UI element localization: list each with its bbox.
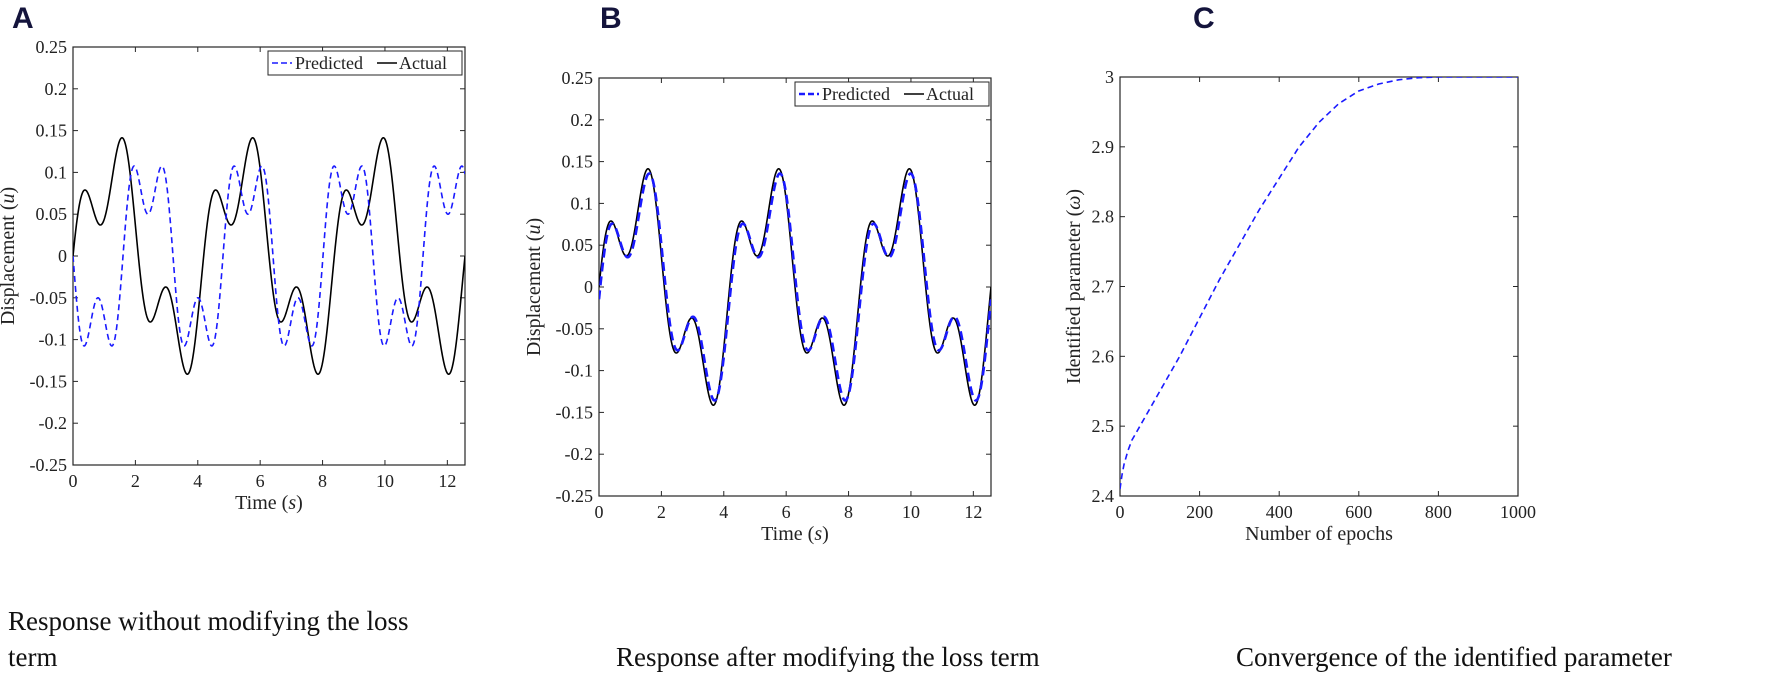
y-tick-label: 0.1 — [571, 193, 594, 213]
y-tick-label: 0.25 — [562, 68, 594, 88]
y-tick-label: -0.2 — [39, 413, 68, 433]
x-tick-label: 800 — [1425, 502, 1452, 522]
x-tick-label: 6 — [256, 471, 265, 491]
x-tick-label: 4 — [193, 471, 202, 491]
series-line-actual — [73, 137, 465, 375]
y-axis-label: Displacement (u) — [523, 218, 545, 356]
y-tick-label: -0.05 — [556, 319, 594, 339]
y-tick-label: 0.15 — [36, 121, 68, 141]
y-tick-label: 0.25 — [36, 37, 68, 57]
y-axis-label: Displacement (u) — [0, 187, 19, 325]
y-tick-label: 0.15 — [562, 152, 594, 172]
x-tick-label: 200 — [1186, 502, 1213, 522]
y-tick-label: 2.7 — [1092, 277, 1115, 297]
y-tick-label: 0.2 — [571, 110, 594, 130]
x-tick-label: 0 — [595, 502, 604, 522]
x-axis-label: Time (s) — [761, 523, 829, 545]
x-axis-label: Number of epochs — [1245, 523, 1393, 545]
y-tick-label: 2.5 — [1092, 416, 1115, 436]
x-tick-label: 10 — [376, 471, 394, 491]
caption-a-line-1: Response without modifying the loss — [8, 606, 409, 636]
y-tick-label: 0.1 — [45, 162, 68, 182]
x-tick-label: 2 — [131, 471, 140, 491]
y-tick-label: 0 — [58, 246, 67, 266]
y-tick-label: -0.2 — [565, 444, 594, 464]
plot-area — [599, 168, 991, 406]
y-tick-label: -0.05 — [30, 288, 68, 308]
plot-area — [1120, 77, 1518, 490]
legend-label-actual: Actual — [926, 84, 974, 104]
y-tick-label: -0.15 — [556, 402, 594, 422]
y-tick-label: 2.6 — [1092, 346, 1115, 366]
plot-frame — [1119, 76, 1519, 497]
y-tick-label: 2.9 — [1092, 137, 1115, 157]
panel-letter-c: C — [1193, 2, 1215, 35]
x-tick-label: 6 — [782, 502, 791, 522]
caption-b: Response after modifying the loss term — [616, 642, 1040, 672]
chart-a: 0 2 4 6 8 10 12 -0.25 -0.2 -0.15 -0.1 -0.05 0 0.05 0.1… — [0, 37, 466, 514]
x-tick-label: 4 — [719, 502, 728, 522]
x-tick-label: 400 — [1266, 502, 1293, 522]
y-axis-label: Identified parameter (ω) — [1063, 189, 1085, 384]
x-tick-label: 600 — [1345, 502, 1372, 522]
y-tick-label: 3 — [1105, 67, 1114, 87]
chart-c: 0 200 400 600 800 1000 2.4 2.5 2.6 2.7 2.8 2.9 3 Numb… — [1063, 67, 1536, 545]
y-tick-label: -0.25 — [556, 486, 594, 506]
series-line-predicted — [599, 172, 991, 402]
y-tick-label: 0.05 — [36, 204, 68, 224]
chart-b: 0 2 4 6 8 10 12 -0.25 -0.2 -0.15 -0.1 -0.05 0 0.05 0.1… — [523, 68, 992, 545]
y-tick-label: 0.05 — [562, 235, 594, 255]
y-tick-label: -0.25 — [30, 455, 68, 475]
x-tick-label: 1000 — [1500, 502, 1536, 522]
legend-label-predicted: Predicted — [295, 53, 363, 73]
y-tick-label: 0 — [584, 277, 593, 297]
legend: Predicted Actual — [267, 50, 463, 76]
x-tick-label: 12 — [438, 471, 456, 491]
x-tick-label: 2 — [657, 502, 666, 522]
y-tick-label: 0.2 — [45, 79, 68, 99]
x-tick-label: 8 — [844, 502, 853, 522]
y-tick-label: 2.8 — [1092, 207, 1115, 227]
x-tick-label: 0 — [1116, 502, 1125, 522]
legend-label-actual: Actual — [399, 53, 447, 73]
caption-c: Convergence of the identified parameter — [1236, 642, 1672, 672]
x-tick-label: 8 — [318, 471, 327, 491]
y-tick-label: -0.1 — [565, 361, 594, 381]
legend-box — [267, 50, 463, 76]
y-tick-label: -0.15 — [30, 371, 68, 391]
y-tick-label: 2.4 — [1092, 486, 1115, 506]
x-tick-label: 10 — [902, 502, 920, 522]
x-axis-label: Time (s) — [235, 492, 303, 514]
caption-a-line-2: term — [8, 642, 57, 672]
panel-letter-a: A — [12, 2, 34, 35]
legend-label-predicted: Predicted — [822, 84, 890, 104]
x-tick-label: 0 — [69, 471, 78, 491]
legend-box — [794, 81, 990, 107]
plot-area — [73, 137, 465, 375]
panel-letter-b: B — [600, 2, 622, 35]
series-line-identified-parameter — [1120, 77, 1518, 490]
legend: Predicted Actual — [794, 81, 990, 107]
series-line-predicted — [73, 165, 465, 347]
x-tick-label: 12 — [964, 502, 982, 522]
y-tick-label: -0.1 — [39, 330, 68, 350]
